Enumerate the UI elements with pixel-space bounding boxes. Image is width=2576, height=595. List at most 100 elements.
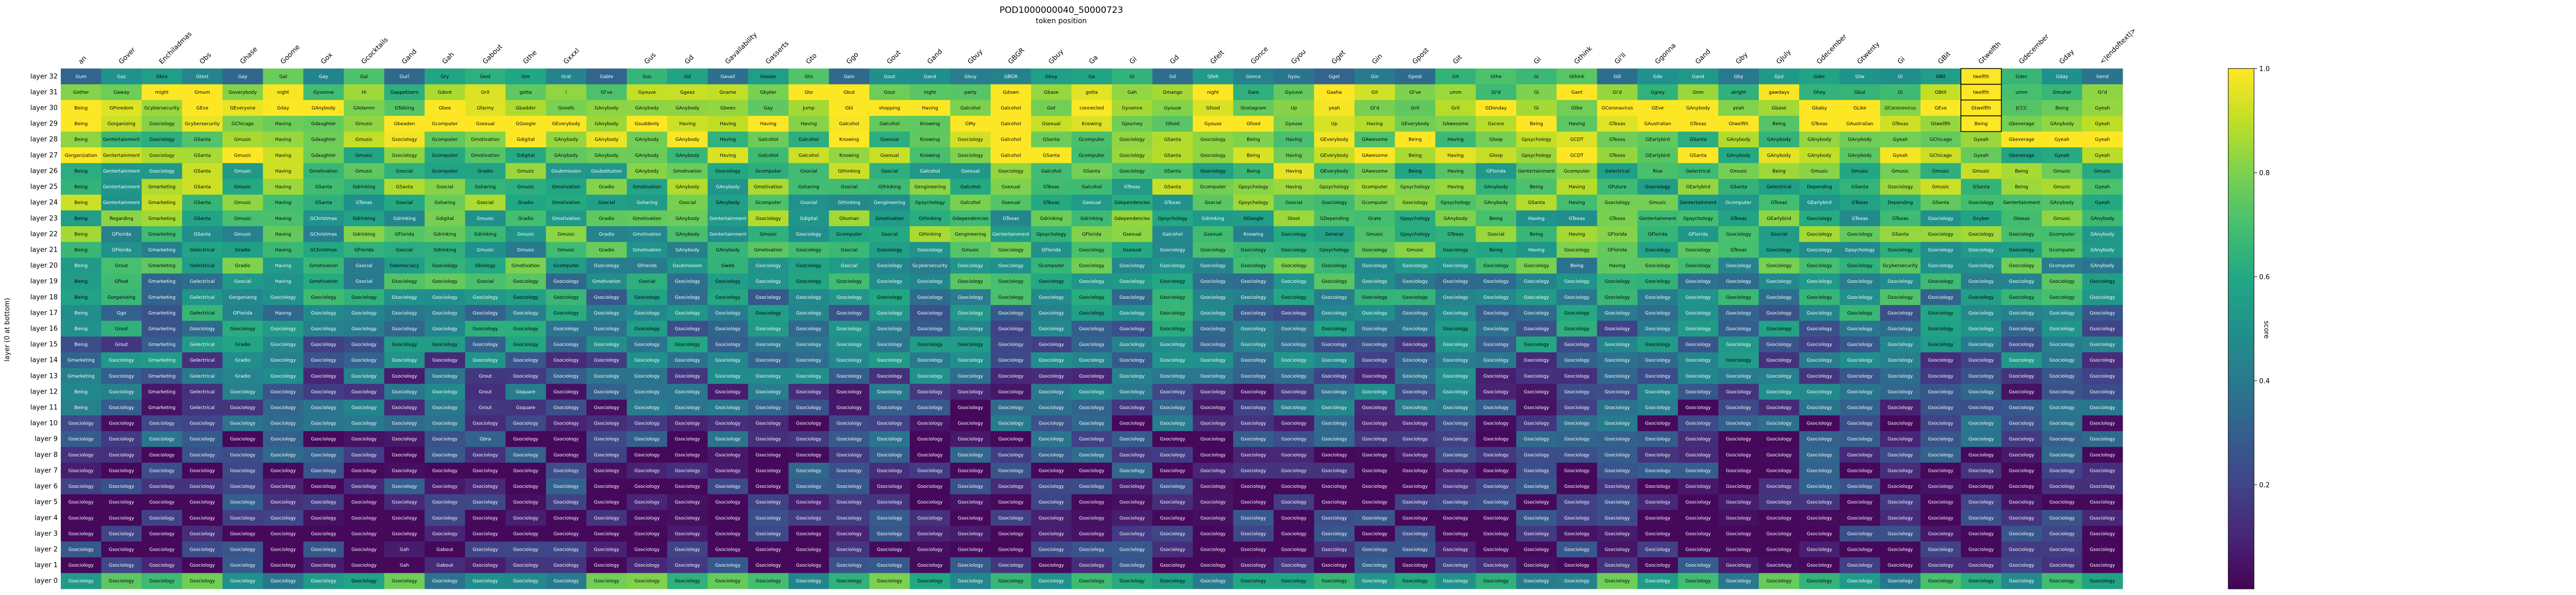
cell-label: Gsociology: [1200, 453, 1226, 458]
cell-label: GAnybody: [595, 153, 619, 158]
cell-label: Gsociology: [1766, 532, 1792, 537]
colorbar-segment: [2228, 307, 2254, 312]
cell-label: Gsociology: [675, 516, 701, 521]
heatmap-cell: [1556, 84, 1598, 100]
cell-label: Galcohol: [1001, 153, 1021, 158]
colorbar-segment: [2228, 311, 2254, 316]
cell-label: Gsociology: [1807, 563, 1833, 568]
cell-label: Gsociology: [553, 563, 579, 568]
cell-label: Gsociology: [69, 437, 94, 442]
colorbar-segment: [2228, 424, 2254, 429]
cell-label: Gmarketing: [148, 232, 176, 237]
cell-label: Gsociology: [1766, 405, 1792, 411]
heatmap-cell: [1718, 115, 1759, 132]
heatmap-cell: [1071, 210, 1112, 227]
heatmap-cell: [1799, 163, 1840, 179]
cell-label: Gsociology: [1766, 484, 1792, 489]
heatmap-cell: [1839, 147, 1880, 164]
cell-label: Gsociology: [1483, 374, 1509, 379]
cell-label: Being: [1772, 122, 1786, 127]
heatmap-cell: [182, 131, 223, 148]
cell-label: Gabout: [436, 563, 453, 568]
cell-label: Gsociology: [1645, 563, 1671, 568]
heatmap-cell: [2042, 289, 2083, 305]
heatmap-cell: [788, 131, 829, 148]
cell-label: Gsociology: [351, 421, 377, 427]
cell-label: Gsociology: [513, 421, 539, 427]
cell-label: Gdrinking: [434, 232, 456, 237]
heatmap-cell: [1839, 163, 1880, 179]
cell-label: Gsociology: [1807, 358, 1833, 363]
cell-label: GSanta: [315, 200, 332, 206]
cell-label: Gsociology: [715, 437, 741, 442]
cell-label: Galcohol: [1081, 185, 1101, 190]
cell-label: Gsociology: [1160, 453, 1185, 458]
cell-label: Gsociology: [392, 389, 417, 395]
heatmap-cell: [586, 115, 628, 132]
cell-label: Gsociology: [594, 389, 620, 395]
cell-label: Gsociology: [877, 343, 903, 348]
cell-label: Gsociology: [756, 389, 782, 395]
heatmap-cell: [222, 242, 263, 258]
cell-label: GAnybody: [2050, 200, 2074, 206]
cell-label: Gorganizing: [108, 122, 135, 127]
cell-label: Gsociology: [715, 468, 741, 473]
cell-label: GChicago: [232, 122, 255, 127]
cell-label: Gsociology: [553, 500, 579, 505]
heatmap-cell: [828, 320, 870, 337]
cell-label: Grit: [1451, 106, 1460, 111]
cell-label: Gsociology: [432, 343, 458, 348]
heatmap-cell: [182, 226, 223, 243]
cell-label: Gsociology: [69, 563, 94, 568]
cell-label: Gsociology: [1847, 563, 1873, 568]
cell-label: Gsociology: [1402, 484, 1428, 489]
cell-label: Gsociology: [1928, 343, 1954, 348]
y-tick-label: layer 31: [30, 89, 58, 96]
cell-label: Gyouse: [1205, 122, 1222, 127]
cell-label: Gsociology: [634, 563, 660, 568]
cell-label: Gthinking: [838, 169, 860, 174]
cell-label: Gdo: [1653, 74, 1663, 79]
heatmap-cell: [990, 147, 1031, 164]
cell-label: Gi'd: [1613, 90, 1622, 95]
heatmap-cell: [1677, 273, 1719, 290]
heatmap-cell: [1597, 273, 1638, 290]
cell-label: Gsociology: [1120, 311, 1145, 316]
cell-label: GAnybody: [2091, 264, 2115, 269]
heatmap-cell: [1112, 305, 1153, 321]
heatmap-cell: [2001, 147, 2042, 164]
cell-label: Having: [275, 216, 292, 222]
cell-label: Gsociology: [1120, 264, 1145, 269]
colorbar-segment: [2228, 159, 2254, 164]
cell-label: GAnybody: [675, 106, 700, 111]
cell-label: Gsharing: [475, 185, 496, 190]
cell-label: Gdrinking: [353, 232, 376, 237]
heatmap-cell: [828, 289, 870, 305]
heatmap-cell: [1152, 320, 1193, 337]
cell-label: Gsociology: [1564, 311, 1590, 316]
cell-label: Gorganization: [65, 153, 97, 158]
cell-label: Gsociology: [553, 405, 579, 411]
cell-label: Gsociology: [149, 563, 175, 568]
heatmap-cell: [1071, 273, 1112, 290]
cell-label: Gsociology: [796, 264, 822, 269]
heatmap-cell: [2001, 84, 2042, 100]
cell-label: Gsociology: [1847, 327, 1873, 332]
cell-label: Gdrinking: [1040, 216, 1063, 222]
cell-label: Gsociology: [1847, 311, 1873, 316]
heatmap-cell: [748, 320, 789, 337]
heatmap-cell: [1556, 115, 1598, 132]
cell-label: Gsociology: [756, 516, 782, 521]
heatmap-cell: [1920, 131, 1961, 148]
heatmap-cell: [707, 131, 749, 148]
cell-label: Depending: [1888, 200, 1913, 206]
cell-label: Gyeah: [1974, 138, 1989, 143]
heatmap-cell: [1799, 242, 1840, 258]
cell-label: Gsociology: [1847, 453, 1873, 458]
heatmap-cell: [748, 305, 789, 321]
cell-label: Gsociology: [1524, 484, 1550, 489]
cell-label: Gdigital: [436, 216, 454, 222]
heatmap-cell: [1516, 273, 1557, 290]
cell-label: Gsociology: [1362, 279, 1388, 284]
heatmap-cell: [465, 194, 506, 211]
